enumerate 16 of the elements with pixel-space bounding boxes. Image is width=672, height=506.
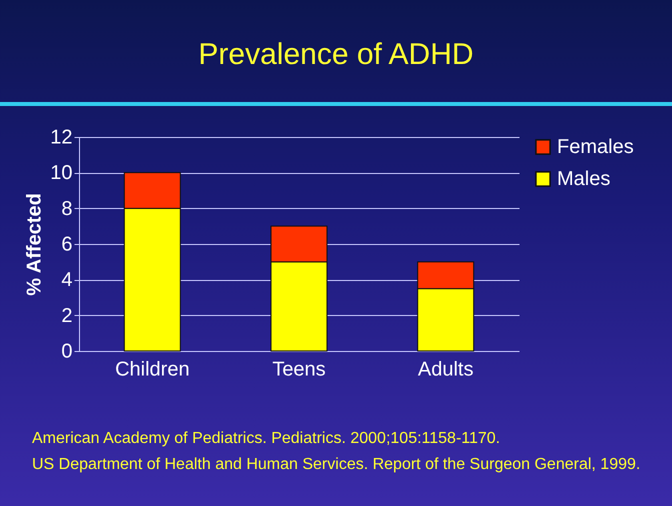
chart-title: Prevalence of ADHD [197,38,475,72]
legend-label: Males [557,168,610,190]
y-tick-label: 0 [61,340,72,362]
text: US Department of Health and Human Services. Report of the Surgeon General, 1999. [32,455,642,475]
y-axis-title: % Affected [23,193,46,296]
x-tick-label: Teens [272,358,326,380]
x-tick-label: Adults [418,358,474,380]
y-tick-label: 4 [61,269,72,292]
text: American Academy of Pediatrics. Pediatrics. 2000;105:1158-1170. [32,429,502,449]
y-tick-label: 12 [50,126,72,148]
legend-label: Females [557,136,634,158]
y-tick-label: 10 [50,162,72,184]
y-tick-label: 6 [61,234,72,256]
y-tick-label: 8 [61,198,72,220]
x-tick-label: Children [115,358,190,380]
y-tick-label: 2 [61,304,72,327]
